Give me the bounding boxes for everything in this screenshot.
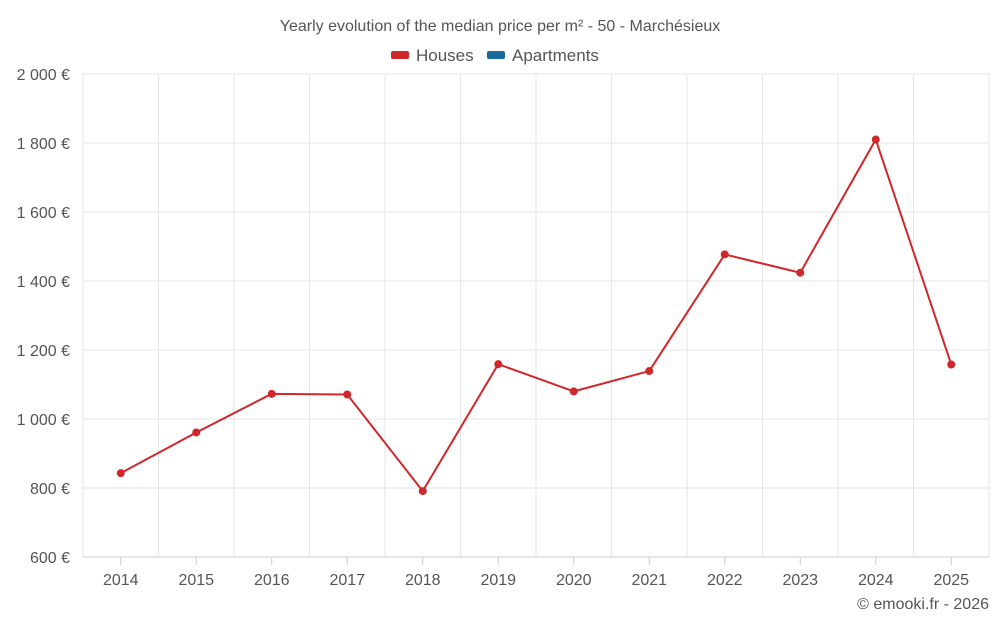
data-point-houses-2018[interactable] xyxy=(418,487,427,496)
x-tick-label: 2025 xyxy=(933,572,969,589)
data-point-houses-2020[interactable] xyxy=(569,387,578,396)
y-tick-label: 1 800 € xyxy=(17,136,70,153)
y-tick-label: 800 € xyxy=(30,481,70,498)
data-point-houses-2022[interactable] xyxy=(720,250,729,259)
y-tick-label: 1 600 € xyxy=(17,205,70,222)
data-point-houses-2014[interactable] xyxy=(116,469,125,478)
axes: 600 € 800 € 1 000 € 1 200 € 1 400 € 1 600 € 1 … xyxy=(17,67,989,589)
y-tick-label: 2 000 € xyxy=(17,67,70,84)
data-point-houses-2025[interactable] xyxy=(947,360,956,369)
x-tick-label: 2021 xyxy=(631,572,667,589)
legend: Houses Apartments xyxy=(391,46,599,65)
series-houses xyxy=(116,135,956,496)
data-point-houses-2021[interactable] xyxy=(645,367,654,376)
x-tick-label: 2022 xyxy=(707,572,743,589)
y-tick-label: 600 € xyxy=(30,550,70,567)
data-point-houses-2023[interactable] xyxy=(796,268,805,277)
data-point-houses-2024[interactable] xyxy=(871,135,880,144)
data-point-houses-2015[interactable] xyxy=(192,428,201,437)
y-tick-label: 1 000 € xyxy=(17,412,70,429)
legend-label-houses[interactable]: Houses xyxy=(416,46,474,65)
x-tick-label: 2024 xyxy=(858,572,894,589)
x-tick-label: 2017 xyxy=(329,572,365,589)
chart-title: Yearly evolution of the median price per… xyxy=(280,18,721,35)
x-tick-label: 2018 xyxy=(405,572,441,589)
data-point-houses-2019[interactable] xyxy=(494,360,503,369)
series-line-houses xyxy=(120,138,953,493)
x-tick-label: 2019 xyxy=(480,572,516,589)
x-tick-label: 2014 xyxy=(103,572,139,589)
legend-swatch-apartments[interactable] xyxy=(487,51,505,59)
x-tick-label: 2016 xyxy=(254,572,290,589)
legend-swatch-houses[interactable] xyxy=(391,51,409,59)
data-point-houses-2017[interactable] xyxy=(343,390,352,399)
grid xyxy=(82,73,990,557)
data-point-houses-2016[interactable] xyxy=(267,389,276,398)
legend-label-apartments[interactable]: Apartments xyxy=(512,46,599,65)
y-tick-label: 1 200 € xyxy=(17,343,70,360)
x-tick-label: 2015 xyxy=(178,572,214,589)
y-tick-label: 1 400 € xyxy=(17,274,70,291)
credit-text: © emooki.fr - 2026 xyxy=(857,596,989,613)
x-tick-label: 2020 xyxy=(556,572,592,589)
x-tick-label: 2023 xyxy=(782,572,818,589)
